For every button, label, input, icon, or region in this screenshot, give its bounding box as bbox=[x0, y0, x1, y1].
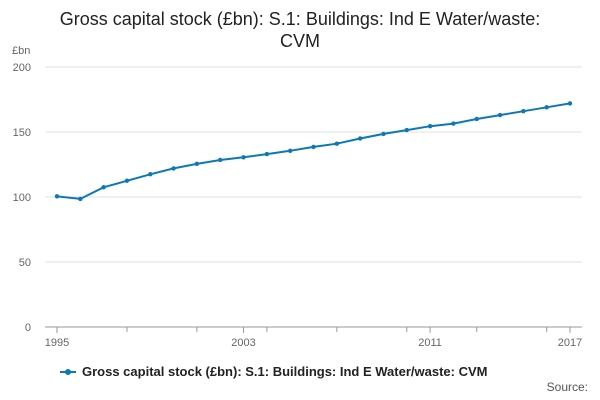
data-point-2017 bbox=[567, 101, 573, 106]
series-layer bbox=[54, 101, 573, 202]
x-tick-label-2003: 2003 bbox=[231, 337, 255, 349]
chart-title-line2: CVM bbox=[280, 31, 320, 51]
source-label: Source: bbox=[546, 380, 588, 394]
data-point-2010 bbox=[404, 127, 409, 133]
x-tick-label-2017: 2017 bbox=[558, 337, 582, 349]
legend-line-marker-icon bbox=[60, 368, 76, 375]
data-point-1995 bbox=[54, 194, 60, 199]
data-point-2003 bbox=[241, 155, 246, 160]
data-point-2014 bbox=[497, 112, 503, 118]
data-point-2013 bbox=[474, 116, 479, 122]
y-tick-label-100: 100 bbox=[13, 192, 31, 204]
x-tick-label-2011: 2011 bbox=[418, 337, 442, 349]
y-axis-label: £bn bbox=[12, 45, 30, 57]
series-line-0 bbox=[56, 102, 571, 200]
y-tick-label-50: 50 bbox=[19, 257, 31, 269]
data-point-2012 bbox=[451, 121, 456, 126]
data-point-1998 bbox=[124, 178, 130, 183]
x-tick-label-1995: 1995 bbox=[45, 337, 69, 349]
data-point-2005 bbox=[287, 148, 293, 154]
data-point-2002 bbox=[218, 157, 223, 163]
legend-label: Gross capital stock (£bn): S.1: Building… bbox=[82, 364, 488, 379]
data-point-2016 bbox=[544, 105, 549, 110]
data-point-2008 bbox=[357, 136, 363, 141]
chart-title-line1: Gross capital stock (£bn): S.1: Building… bbox=[59, 9, 541, 29]
data-point-2009 bbox=[381, 131, 386, 137]
grid-layer bbox=[45, 66, 582, 263]
data-point-2015 bbox=[521, 109, 526, 114]
y-tick-label-200: 200 bbox=[13, 62, 31, 74]
y-tick-label-150: 150 bbox=[13, 127, 31, 139]
data-point-1996 bbox=[78, 196, 83, 202]
data-point-2001 bbox=[194, 161, 200, 167]
data-point-2000 bbox=[171, 166, 176, 171]
axis-layer: 0 50 100 150 200 1995 2003 2011 2017 bbox=[13, 62, 583, 349]
data-point-2004 bbox=[264, 151, 270, 157]
data-point-1997 bbox=[101, 185, 106, 190]
data-point-2011 bbox=[427, 123, 433, 129]
data-point-1999 bbox=[148, 172, 153, 177]
chart-title: Gross capital stock (£bn): S.1: Building… bbox=[0, 8, 600, 52]
data-point-2006 bbox=[311, 144, 316, 150]
legend[interactable]: Gross capital stock (£bn): S.1: Building… bbox=[60, 364, 487, 379]
y-tick-label-0: 0 bbox=[25, 322, 31, 334]
data-point-2007 bbox=[334, 141, 340, 146]
